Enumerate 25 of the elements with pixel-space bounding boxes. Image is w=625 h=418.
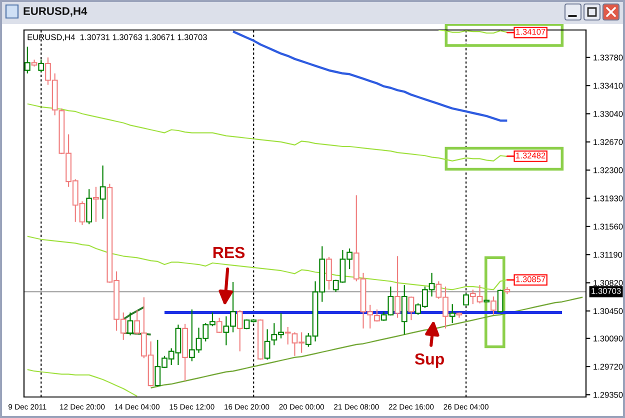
- y-tick-label: 1.33040: [594, 110, 623, 117]
- annotation: 1.32482: [516, 152, 546, 158]
- annotation: RES: [213, 246, 245, 258]
- y-tick-label: 1.33780: [594, 54, 623, 61]
- annotation: 1.30857: [516, 276, 546, 282]
- ref-line-label: 1.30703: [592, 288, 621, 294]
- line-series: [26, 369, 138, 397]
- y-tick-label: 1.32670: [594, 139, 623, 146]
- chart-subtitle: EURUSD,H4 1.30731 1.30763 1.30671 1.30703: [28, 34, 207, 42]
- line-series: [26, 103, 508, 162]
- y-tick-label: 1.29350: [594, 392, 623, 398]
- chart-title: EURUSD,H4: [24, 7, 88, 17]
- annotation: 1.34107: [516, 28, 546, 35]
- y-tick-label: 1.29720: [594, 364, 623, 370]
- line-series: [150, 296, 584, 388]
- y-tick-label: 1.31560: [594, 224, 623, 230]
- line-series: [232, 30, 508, 122]
- y-tick-label: 1.31190: [594, 252, 622, 258]
- y-tick-label: 1.33410: [594, 82, 623, 89]
- annotation: Sup: [414, 353, 444, 368]
- y-tick-label: 1.32300: [594, 167, 623, 174]
- y-tick-label: 1.31930: [594, 195, 623, 202]
- y-tick-label: 1.30090: [594, 336, 623, 342]
- y-tick-label: 1.30450: [594, 308, 623, 314]
- y-tick-label: 1.30820: [594, 280, 623, 286]
